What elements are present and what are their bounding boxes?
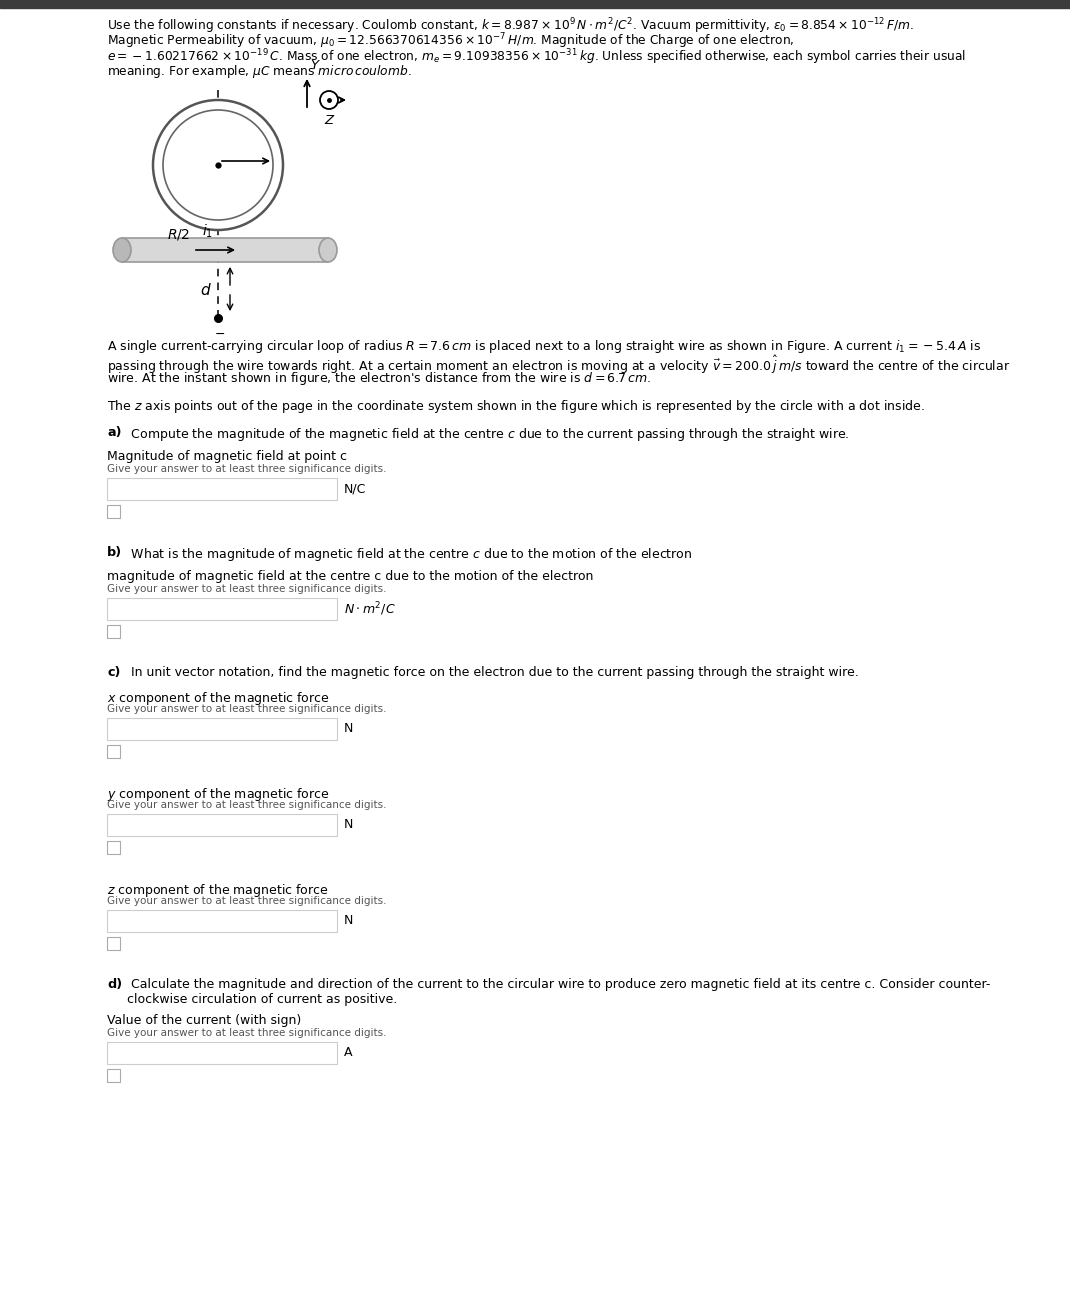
Bar [107,718,337,740]
Text: clockwise circulation of current as positive.: clockwise circulation of current as posi… [127,993,397,1006]
Text: $e = -1.60217662 \times 10^{-19} \, C$. Mass of one electron, $m_e = 9.10938356 : $e = -1.60217662 \times 10^{-19} \, C$. … [107,47,966,66]
Bar [107,841,120,854]
Bar [107,937,120,950]
Text: $Z$: $Z$ [324,114,336,127]
Bar [107,814,337,836]
Text: $c$: $c$ [195,161,205,177]
Text: $i_1$: $i_1$ [202,222,214,240]
Text: $d$: $d$ [200,282,212,299]
Text: Give your answer to at least three significance digits.: Give your answer to at least three signi… [107,584,386,594]
Text: Calculate the magnitude and direction of the current to the circular wire to pro: Calculate the magnitude and direction of… [127,977,991,990]
Bar [107,626,120,639]
Text: Magnitude of magnetic field at point c: Magnitude of magnetic field at point c [107,450,347,463]
Text: Value of the current (with sign): Value of the current (with sign) [107,1014,302,1027]
Text: N: N [343,723,353,736]
Bar [107,505,120,518]
Text: Give your answer to at least three significance digits.: Give your answer to at least three signi… [107,704,386,714]
Text: b): b) [107,546,122,559]
Bar [0,0,1070,8]
Text: wire. At the instant shown in figure, the electron's distance from the wire is $: wire. At the instant shown in figure, th… [107,370,652,387]
Text: N: N [343,915,353,928]
Text: $-$: $-$ [214,327,226,340]
Text: Magnetic Permeability of vacuum, $\mu_0 = 12.566370614356 \times 10^{-7} \, H/m$: Magnetic Permeability of vacuum, $\mu_0 … [107,31,795,51]
Text: a): a) [107,426,122,439]
Text: What is the magnitude of magnetic field at the centre $c$ due to the motion of t: What is the magnitude of magnetic field … [127,546,692,563]
Circle shape [153,100,282,230]
Bar [122,238,328,262]
Bar [107,745,120,758]
Text: N: N [343,819,353,832]
Bar [107,1042,337,1064]
Text: d): d) [107,977,122,990]
Text: N/C: N/C [343,483,366,496]
Ellipse shape [319,238,337,262]
Text: Use the following constants if necessary. Coulomb constant, $k = 8.987 \times 10: Use the following constants if necessary… [107,16,914,35]
Text: magnitude of magnetic field at the centre c due to the motion of the electron: magnitude of magnetic field at the centr… [107,570,594,583]
Text: Give your answer to at least three significance digits.: Give your answer to at least three signi… [107,1028,386,1038]
Text: c): c) [107,666,120,679]
Text: $x$ component of the magnetic force: $x$ component of the magnetic force [107,691,330,707]
Text: A single current-carrying circular loop of radius $R = 7.6\,cm$ is placed next t: A single current-carrying circular loop … [107,337,981,354]
Bar [107,1070,120,1083]
Text: Give your answer to at least three significance digits.: Give your answer to at least three signi… [107,800,386,810]
Circle shape [320,91,338,109]
Bar [107,598,337,620]
Text: $Y$: $Y$ [310,58,321,71]
Text: $y$ component of the magnetic force: $y$ component of the magnetic force [107,787,330,803]
Bar [107,478,337,500]
Text: $R/2$: $R/2$ [167,226,190,241]
Text: meaning. For example, $\mu C$ means $\mathit{micro\,coulomb}$.: meaning. For example, $\mu C$ means $\ma… [107,62,412,79]
Text: $z$ component of the magnetic force: $z$ component of the magnetic force [107,883,328,900]
Text: The $z$ axis points out of the page in the coordinate system shown in the figure: The $z$ axis points out of the page in t… [107,398,924,415]
Ellipse shape [113,238,131,262]
Text: Give your answer to at least three significance digits.: Give your answer to at least three signi… [107,463,386,474]
Text: A: A [343,1046,352,1059]
Bar [107,910,337,932]
Text: $R$: $R$ [240,141,251,158]
Text: passing through the wire towards right. At a certain moment an electron is movin: passing through the wire towards right. … [107,354,1010,376]
Text: In unit vector notation, find the magnetic force on the electron due to the curr: In unit vector notation, find the magnet… [127,666,859,679]
Text: $N \cdot m^2/C$: $N \cdot m^2/C$ [343,600,396,618]
Text: Give your answer to at least three significance digits.: Give your answer to at least three signi… [107,896,386,906]
Text: Compute the magnitude of the magnetic field at the centre $c$ due to the current: Compute the magnitude of the magnetic fi… [127,426,850,443]
Circle shape [163,110,273,219]
